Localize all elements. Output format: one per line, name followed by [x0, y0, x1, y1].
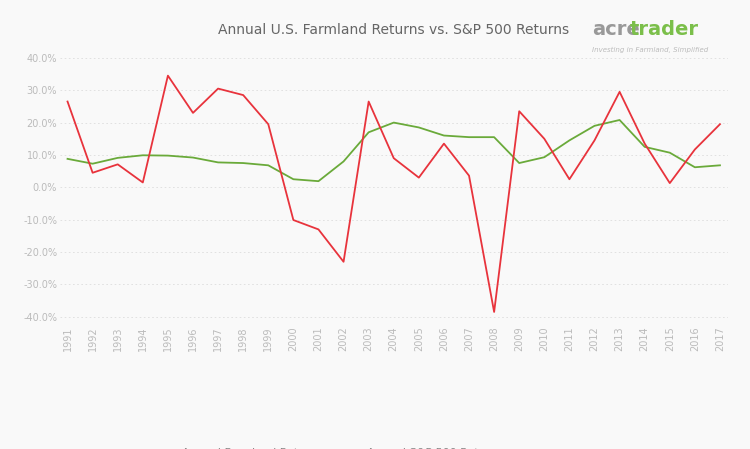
Title: Annual U.S. Farmland Returns vs. S&P 500 Returns: Annual U.S. Farmland Returns vs. S&P 500… [218, 23, 569, 37]
Text: Investing in Farmland, Simplified: Investing in Farmland, Simplified [592, 47, 709, 53]
Text: trader: trader [630, 20, 699, 39]
Text: acre: acre [592, 20, 640, 39]
Legend: Annual Farmland Returns, Annual S&P 500 Returns: Annual Farmland Returns, Annual S&P 500 … [146, 444, 508, 449]
